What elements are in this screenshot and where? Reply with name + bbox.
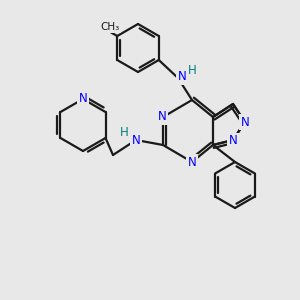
Text: N: N (229, 134, 237, 148)
Text: H: H (120, 127, 128, 140)
Text: N: N (188, 155, 196, 169)
Text: N: N (178, 70, 186, 83)
Text: N: N (241, 116, 249, 128)
Text: N: N (132, 134, 140, 146)
Text: N: N (79, 92, 87, 106)
Text: H: H (188, 64, 196, 77)
Text: CH₃: CH₃ (100, 22, 119, 32)
Text: N: N (158, 110, 166, 124)
